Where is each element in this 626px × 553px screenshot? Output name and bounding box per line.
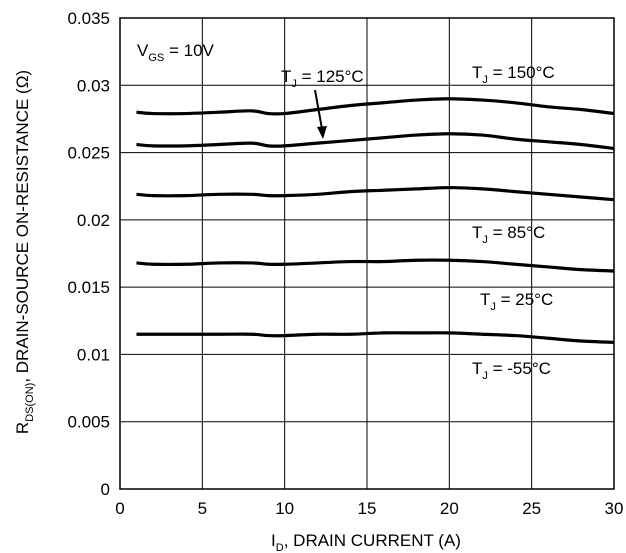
y-tick-label: 0.02 xyxy=(77,211,110,230)
series-line-0 xyxy=(136,97,615,116)
series-line-4 xyxy=(136,331,615,344)
annotation-arrow-shaft xyxy=(314,89,323,130)
series-line-2 xyxy=(136,185,615,202)
annotation-tj-125: TJ = 125°C xyxy=(281,67,364,90)
series-group xyxy=(136,97,615,344)
tick-labels: 0 5 10 15 20 25 30 0 0.005 0.01 0.015 0.02 0.025 0.03… xyxy=(67,9,623,518)
y-tick-label: 0.025 xyxy=(67,144,110,163)
y-tick-label: 0.005 xyxy=(67,413,110,432)
series-line-3 xyxy=(136,258,615,273)
series-line-1 xyxy=(136,132,615,151)
x-tick-label: 25 xyxy=(522,499,541,518)
annotation-tj-150: TJ = 150°C xyxy=(472,63,555,86)
condition-label: VGS = 10V xyxy=(137,41,215,64)
annotation-tj-25: TJ = 25°C xyxy=(480,290,553,313)
x-tick-label: 30 xyxy=(605,499,624,518)
annotation-tj-85: TJ = 85°C xyxy=(472,223,545,246)
annotation-arrow-head xyxy=(317,126,327,139)
grid xyxy=(120,18,614,489)
y-tick-label: 0.03 xyxy=(77,76,110,95)
y-tick-label: 0 xyxy=(101,480,110,499)
x-tick-label: 0 xyxy=(115,499,124,518)
x-tick-label: 15 xyxy=(358,499,377,518)
x-tick-label: 5 xyxy=(198,499,207,518)
y-tick-label: 0.01 xyxy=(77,345,110,364)
annotation-tj-minus55: TJ = -55°C xyxy=(472,359,551,382)
x-axis-label: ID, DRAIN CURRENT (A) xyxy=(271,531,461,553)
y-axis-label: RDS(ON), DRAIN-SOURCE ON-RESISTANCE (Ω) xyxy=(13,70,36,434)
y-tick-label: 0.035 xyxy=(67,9,110,28)
x-tick-label: 20 xyxy=(440,499,459,518)
plot-frame xyxy=(119,17,615,490)
x-tick-label: 10 xyxy=(275,499,294,518)
y-tick-label: 0.015 xyxy=(67,278,110,297)
